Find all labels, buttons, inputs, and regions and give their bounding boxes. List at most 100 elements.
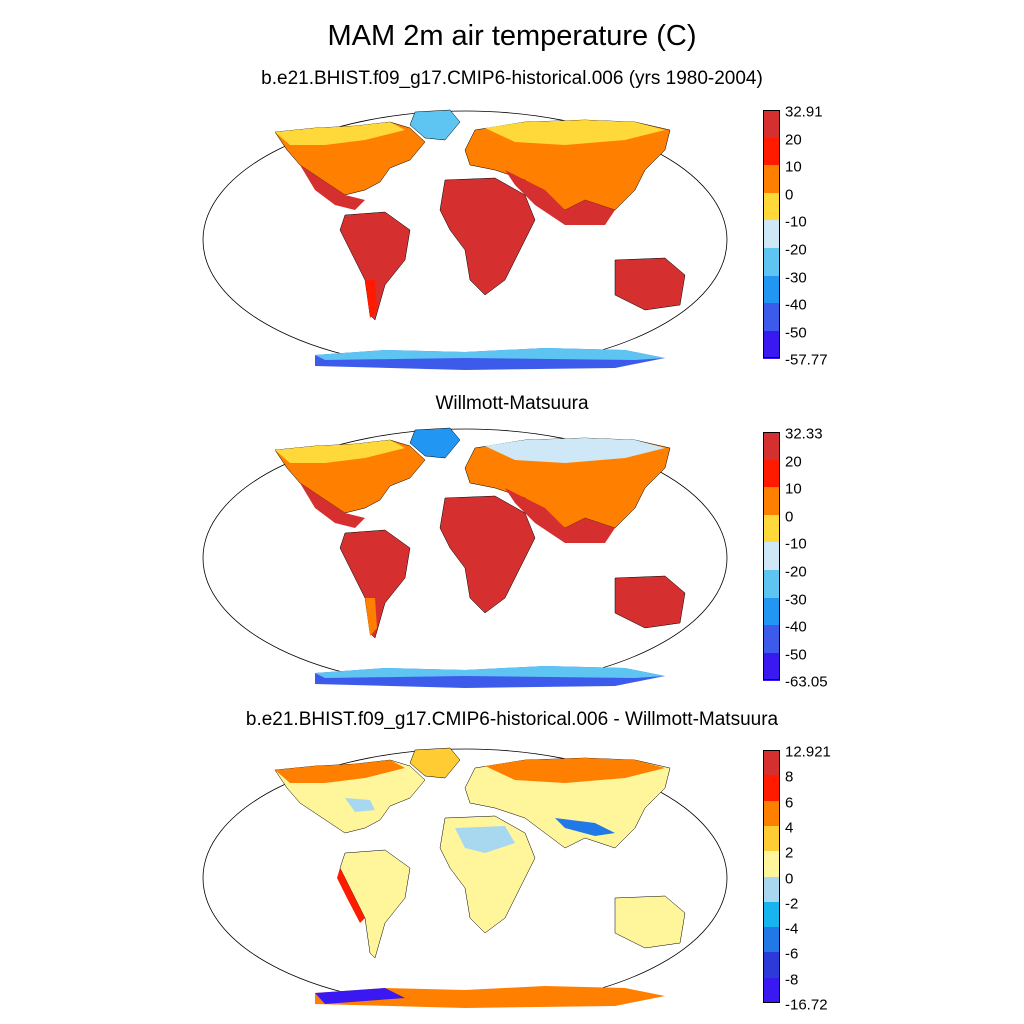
greenland [409,747,461,779]
antarctica [315,986,665,1008]
colorbar-swatch [763,330,780,359]
north-america [274,759,426,834]
colorbar-swatch [763,192,780,221]
eurasia-south [505,170,615,225]
colorbar-swatch [763,851,780,877]
antarctica [315,348,665,370]
colorbar-label: 32.33 [785,425,823,443]
colorbar-label: -30 [785,269,807,287]
north-america-lakes [345,798,375,812]
colorbar-label: 6 [785,794,794,812]
colorbar-swatch [763,220,780,249]
north-america-south [300,483,365,528]
south-america [339,849,411,959]
colorbar-label: 0 [785,870,794,887]
colorbar-label: -4 [785,920,799,938]
colorbar-frame [763,432,780,681]
eurasia [464,119,671,211]
africa [439,815,536,934]
north-america-north [275,122,405,145]
colorbar-swatch [763,137,780,166]
north-america-north [275,440,405,463]
colorbar-swatch [763,275,780,304]
north-america-north [275,760,405,783]
antarctica [315,666,665,688]
eurasia-south [505,488,615,543]
main-title: MAM 2m air temperature (C) [327,20,697,52]
colorbar-swatch [763,652,780,681]
colorbar-label: -57.77 [785,351,828,369]
colorbar-label: 12.921 [785,743,831,761]
colorbar-label: -63.05 [785,673,828,691]
australia [614,575,686,629]
africa [439,177,536,296]
map-outline [202,110,728,370]
colorbar-swatch [763,303,780,332]
colorbar-label: 10 [785,480,802,498]
colorbar-swatch [763,952,780,979]
colorbar-label: -40 [785,618,807,636]
colorbar-swatch [763,248,780,277]
panel-title-obs: Willmott-Matsuura [435,393,589,414]
map-outline [202,748,728,1008]
antarctica-edge [315,348,665,360]
north-america [274,121,426,196]
map-panel-obs [202,427,728,688]
africa-sahara [455,826,515,853]
colorbar-label: -8 [785,971,799,989]
colorbar-label: -40 [785,296,807,314]
south-america [339,529,411,639]
colorbar-label: -10 [785,213,807,231]
colorbar-swatch [763,800,780,827]
map-panel-diff [202,747,728,1008]
colorbar-label: -20 [785,563,807,581]
colorbar-label: 20 [785,453,802,471]
colorbar-label: 20 [785,131,802,149]
north-america [274,439,426,514]
colorbar-label: 0 [785,508,794,526]
antarctica-west [315,988,405,1004]
colorbar-label: -30 [785,591,807,609]
africa [439,495,536,614]
colorbar-label: 0 [785,186,794,204]
colorbar-swatch [763,165,780,194]
colorbar-frame [763,110,780,359]
south-america [339,211,411,321]
panel-title-diff: b.e21.BHIST.f09_g17.CMIP6-historical.006… [245,709,779,730]
south-america-tip [365,598,377,636]
eurasia-north [485,120,665,145]
australia [614,895,686,949]
eurasia [464,757,671,849]
australia [614,257,686,311]
colorbar-frame [763,750,780,1003]
colorbar-label: 4 [785,819,794,837]
colorbar-label: -50 [785,646,807,664]
eurasia-tibet [555,818,615,836]
antarctica-edge [315,666,665,678]
colorbar-swatch [763,927,780,953]
colorbar-label: -10 [785,535,807,553]
colorbar-label: 2 [785,844,794,862]
colorbar-swatch [763,597,780,626]
colorbar-label: 10 [785,158,802,176]
colorbar-swatch [763,876,780,903]
south-america-andes [337,868,365,923]
panel-title-model: b.e21.BHIST.f09_g17.CMIP6-historical.006… [261,68,763,89]
colorbar-swatch [763,775,780,802]
colorbar-swatch [763,110,780,139]
map-panel-model [202,109,728,370]
colorbar-swatch [763,570,780,599]
colorbar-swatch [763,977,780,1004]
colorbar-swatch [763,901,780,928]
eurasia-north [485,438,665,463]
colorbar-swatch [763,825,780,852]
map-outline [202,428,728,688]
colorbar-label: -20 [785,241,807,259]
greenland [409,109,461,141]
colorbar-swatch [763,487,780,516]
colorbar-swatch [763,514,780,543]
colorbar-label: 32.91 [785,103,823,121]
